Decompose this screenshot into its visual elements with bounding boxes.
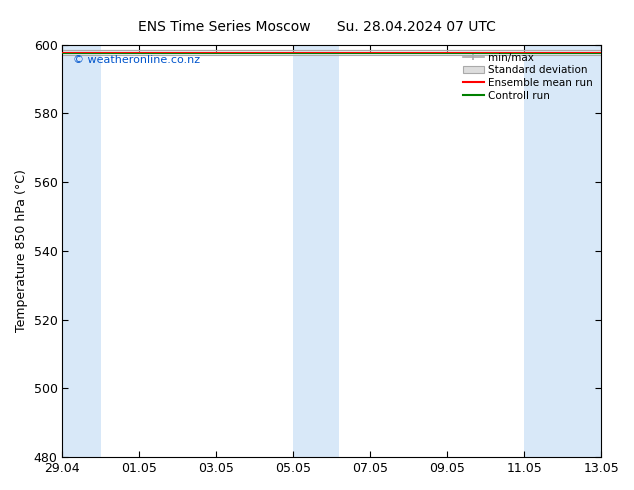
Text: ENS Time Series Moscow      Su. 28.04.2024 07 UTC: ENS Time Series Moscow Su. 28.04.2024 07… [138, 20, 496, 34]
Text: © weatheronline.co.nz: © weatheronline.co.nz [73, 55, 200, 65]
Bar [56, 45, 101, 457]
Y-axis label: Temperature 850 hPa (°C): Temperature 850 hPa (°C) [15, 170, 28, 332]
Legend: min/max, Standard deviation, Ensemble mean run, Controll run: min/max, Standard deviation, Ensemble me… [460, 49, 596, 104]
Bar [524, 45, 607, 457]
Bar [294, 45, 339, 457]
